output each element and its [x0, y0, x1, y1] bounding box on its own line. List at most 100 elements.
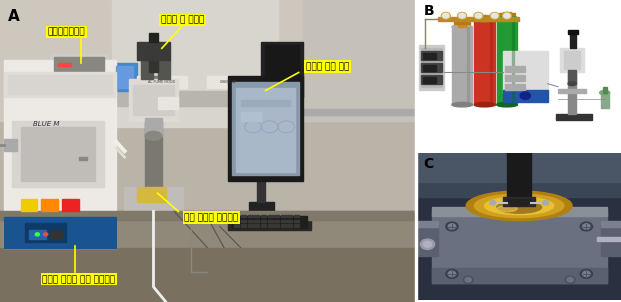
Ellipse shape: [466, 191, 572, 220]
Bar: [602, 87, 607, 93]
Ellipse shape: [484, 197, 554, 215]
Bar: [207, 76, 249, 88]
Ellipse shape: [497, 206, 517, 212]
Bar: [432, 212, 607, 283]
Circle shape: [582, 224, 590, 229]
Text: 온도 조절형 스테이지: 온도 조절형 스테이지: [184, 213, 238, 222]
Bar: [232, 216, 307, 228]
Bar: [0, 211, 415, 220]
Bar: [556, 114, 592, 120]
Bar: [505, 75, 525, 81]
Bar: [419, 45, 444, 90]
Bar: [62, 199, 79, 211]
Bar: [112, 63, 137, 91]
Ellipse shape: [474, 102, 495, 107]
Bar: [288, 220, 292, 222]
Bar: [145, 76, 162, 196]
Bar: [0, 248, 415, 302]
Bar: [476, 16, 492, 18]
Circle shape: [443, 13, 449, 18]
Bar: [454, 22, 470, 24]
Bar: [4, 60, 116, 248]
Bar: [266, 45, 299, 94]
Bar: [424, 53, 436, 59]
Bar: [564, 51, 580, 69]
Circle shape: [543, 201, 549, 205]
Bar: [512, 18, 514, 105]
Bar: [4, 72, 116, 97]
Bar: [158, 97, 178, 109]
Circle shape: [582, 271, 590, 277]
Text: 기체유량조절기: 기체유량조절기: [48, 27, 85, 36]
Bar: [234, 224, 239, 226]
Bar: [601, 220, 621, 226]
Circle shape: [490, 12, 499, 19]
Bar: [25, 223, 66, 242]
Bar: [489, 21, 492, 105]
Bar: [20, 199, 37, 211]
Bar: [438, 17, 519, 21]
Bar: [432, 268, 607, 283]
Bar: [261, 215, 266, 217]
Circle shape: [465, 278, 471, 282]
Bar: [254, 224, 260, 226]
Bar: [601, 93, 609, 108]
Ellipse shape: [452, 25, 473, 29]
Circle shape: [502, 12, 512, 19]
Bar: [268, 215, 273, 217]
Circle shape: [489, 201, 496, 205]
Text: 현미경 및 카메라: 현미경 및 카메라: [161, 15, 204, 24]
Bar: [303, 109, 415, 115]
Bar: [417, 220, 438, 226]
Bar: [241, 215, 246, 217]
Ellipse shape: [497, 201, 542, 213]
Bar: [452, 27, 473, 105]
Bar: [417, 153, 621, 197]
Bar: [458, 21, 466, 27]
Bar: [0, 211, 415, 248]
Bar: [422, 63, 442, 72]
Text: B: B: [424, 5, 434, 18]
Ellipse shape: [474, 19, 495, 23]
Bar: [58, 63, 71, 66]
Bar: [268, 220, 273, 222]
Bar: [248, 220, 253, 222]
Bar: [228, 76, 303, 181]
Bar: [560, 48, 584, 72]
Bar: [141, 60, 153, 79]
Circle shape: [580, 222, 592, 231]
Circle shape: [520, 92, 530, 99]
Bar: [281, 215, 286, 217]
Bar: [474, 21, 495, 105]
Bar: [274, 220, 279, 222]
Bar: [424, 65, 436, 71]
Circle shape: [491, 13, 498, 18]
Bar: [12, 121, 104, 187]
Circle shape: [446, 269, 458, 278]
Bar: [158, 60, 170, 79]
Ellipse shape: [568, 82, 576, 85]
Ellipse shape: [145, 131, 162, 140]
Bar: [261, 42, 303, 97]
Circle shape: [459, 13, 465, 18]
Bar: [4, 217, 116, 248]
Bar: [274, 215, 279, 217]
Text: C: C: [424, 157, 433, 171]
Bar: [249, 202, 274, 211]
Circle shape: [448, 224, 456, 229]
Bar: [432, 207, 607, 216]
Circle shape: [458, 12, 466, 19]
Circle shape: [567, 278, 573, 282]
Bar: [507, 153, 532, 200]
Bar: [294, 215, 299, 217]
Circle shape: [442, 12, 450, 19]
Bar: [288, 215, 292, 217]
Bar: [42, 199, 58, 211]
Bar: [288, 224, 292, 226]
Circle shape: [35, 233, 39, 236]
Ellipse shape: [497, 16, 517, 20]
Circle shape: [463, 276, 473, 284]
Circle shape: [580, 269, 592, 278]
Bar: [254, 220, 260, 222]
Bar: [240, 112, 261, 121]
